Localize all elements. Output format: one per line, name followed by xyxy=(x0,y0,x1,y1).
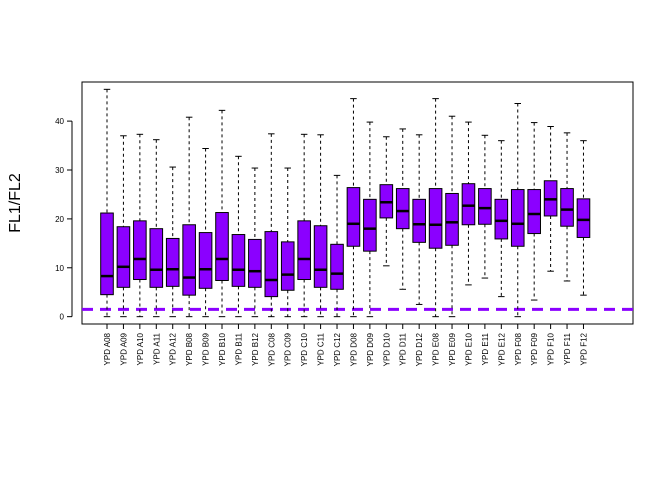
x-tick-label: YPD E12 xyxy=(497,332,506,365)
box-ypd-b12 xyxy=(248,167,262,318)
x-tick-label: YPD D11 xyxy=(399,332,408,365)
box-ypd-d10 xyxy=(379,136,394,267)
box-iqr xyxy=(100,212,114,296)
box-ypd-f10 xyxy=(543,125,558,272)
box-ypd-d12 xyxy=(412,134,426,305)
x-tick-label: YPD C11 xyxy=(317,332,326,365)
x-tick-label: YPD B11 xyxy=(234,332,243,365)
box-iqr xyxy=(560,188,574,227)
box-iqr xyxy=(182,224,196,296)
box-ypd-f11 xyxy=(560,132,574,282)
x-tick-label: YPD A10 xyxy=(136,332,145,365)
box-iqr xyxy=(165,237,180,287)
box-iqr xyxy=(330,243,344,290)
box-ypd-e11 xyxy=(478,134,492,279)
x-tick-label: YPD B08 xyxy=(185,332,194,365)
box-iqr xyxy=(395,188,410,230)
boxes-layer xyxy=(100,88,591,318)
x-tick-label: YPD E11 xyxy=(481,332,490,365)
box-ypd-c12 xyxy=(330,174,344,318)
box-ypd-b09 xyxy=(198,147,213,318)
plot-frame xyxy=(81,81,634,325)
x-tick-label: YPD F11 xyxy=(563,332,572,364)
box-ypd-b10 xyxy=(215,109,229,318)
box-iqr xyxy=(510,189,525,247)
x-tick-label: YPD C09 xyxy=(284,332,293,366)
box-iqr xyxy=(231,234,246,287)
x-tick-label: YPD A08 xyxy=(103,332,112,365)
y-axis: 0 10 20 30 40 xyxy=(55,117,73,322)
x-tick-label: YPD A12 xyxy=(169,332,178,365)
box-iqr xyxy=(313,225,328,288)
x-axis-labels: YPD A08 YPD A09 YPD A10 YPD A11 YPD A12 YPD B… xyxy=(103,324,588,366)
x-tick-label: YPD F08 xyxy=(514,332,523,365)
box-ypd-c09 xyxy=(280,167,295,318)
box-ypd-c10 xyxy=(297,133,311,318)
box-ypd-f12 xyxy=(576,140,591,296)
box-iqr xyxy=(478,188,492,225)
box-iqr xyxy=(494,198,509,240)
x-tick-label: YPD A11 xyxy=(152,332,161,364)
x-tick-label: YPD C10 xyxy=(300,332,309,366)
x-tick-label: YPD E08 xyxy=(432,332,441,365)
box-iqr xyxy=(149,228,164,288)
box-ypd-e08 xyxy=(428,98,443,318)
box-ypd-a12 xyxy=(165,166,180,318)
x-tick-label: YPD B10 xyxy=(218,332,227,365)
y-tick-label: 30 xyxy=(55,166,64,175)
box-ypd-a08 xyxy=(100,88,114,318)
box-iqr xyxy=(297,220,311,281)
box-ypd-f09 xyxy=(527,122,541,301)
x-tick-label: YPD D10 xyxy=(382,332,391,366)
box-iqr xyxy=(445,192,459,246)
box-iqr xyxy=(198,232,213,289)
y-tick-label: 0 xyxy=(60,313,65,322)
box-ypd-a11 xyxy=(149,139,164,318)
box-iqr xyxy=(133,220,147,281)
box-ypd-b08 xyxy=(182,116,196,318)
box-iqr xyxy=(461,183,476,226)
box-iqr xyxy=(527,189,541,235)
x-tick-label: YPD F12 xyxy=(579,332,588,365)
box-ypd-f08 xyxy=(510,103,525,318)
box-ypd-d11 xyxy=(395,128,410,290)
x-tick-label: YPD F09 xyxy=(530,332,539,365)
box-ypd-c08 xyxy=(264,133,279,318)
box-iqr xyxy=(116,226,131,288)
x-tick-label: YPD D09 xyxy=(366,332,375,366)
x-tick-label: YPD E10 xyxy=(464,332,473,365)
box-iqr xyxy=(576,198,591,238)
x-tick-label: YPD E09 xyxy=(448,332,457,365)
box-iqr xyxy=(412,198,426,243)
box-iqr xyxy=(428,188,443,249)
x-tick-label: YPD B09 xyxy=(202,332,211,365)
box-ypd-e09 xyxy=(445,115,459,318)
x-tick-label: YPD B12 xyxy=(251,332,260,365)
y-tick-label: 20 xyxy=(55,215,64,224)
box-iqr xyxy=(215,212,229,281)
x-tick-label: YPD F10 xyxy=(547,332,556,365)
box-ypd-a10 xyxy=(133,133,147,318)
y-tick-label: 40 xyxy=(55,117,64,126)
x-tick-label: YPD A09 xyxy=(119,332,128,365)
box-ypd-d08 xyxy=(346,98,361,318)
box-ypd-d09 xyxy=(363,121,377,318)
box-ypd-e12 xyxy=(494,140,509,298)
x-tick-label: YPD C08 xyxy=(267,332,276,366)
x-tick-label: YPD D08 xyxy=(349,332,358,366)
box-ypd-e10 xyxy=(461,121,476,286)
box-iqr xyxy=(264,231,279,298)
y-tick-label: 10 xyxy=(55,264,64,273)
box-iqr xyxy=(248,238,262,288)
box-iqr xyxy=(363,198,377,252)
box-ypd-a09 xyxy=(116,135,131,318)
box-ypd-c11 xyxy=(313,134,328,318)
box-iqr xyxy=(346,187,361,247)
x-tick-label: YPD D12 xyxy=(415,332,424,366)
y-axis-title: FL1/FL2 xyxy=(7,173,24,233)
box-ypd-b11 xyxy=(231,155,246,318)
box-iqr xyxy=(280,241,295,291)
x-tick-label: YPD C12 xyxy=(333,332,342,366)
